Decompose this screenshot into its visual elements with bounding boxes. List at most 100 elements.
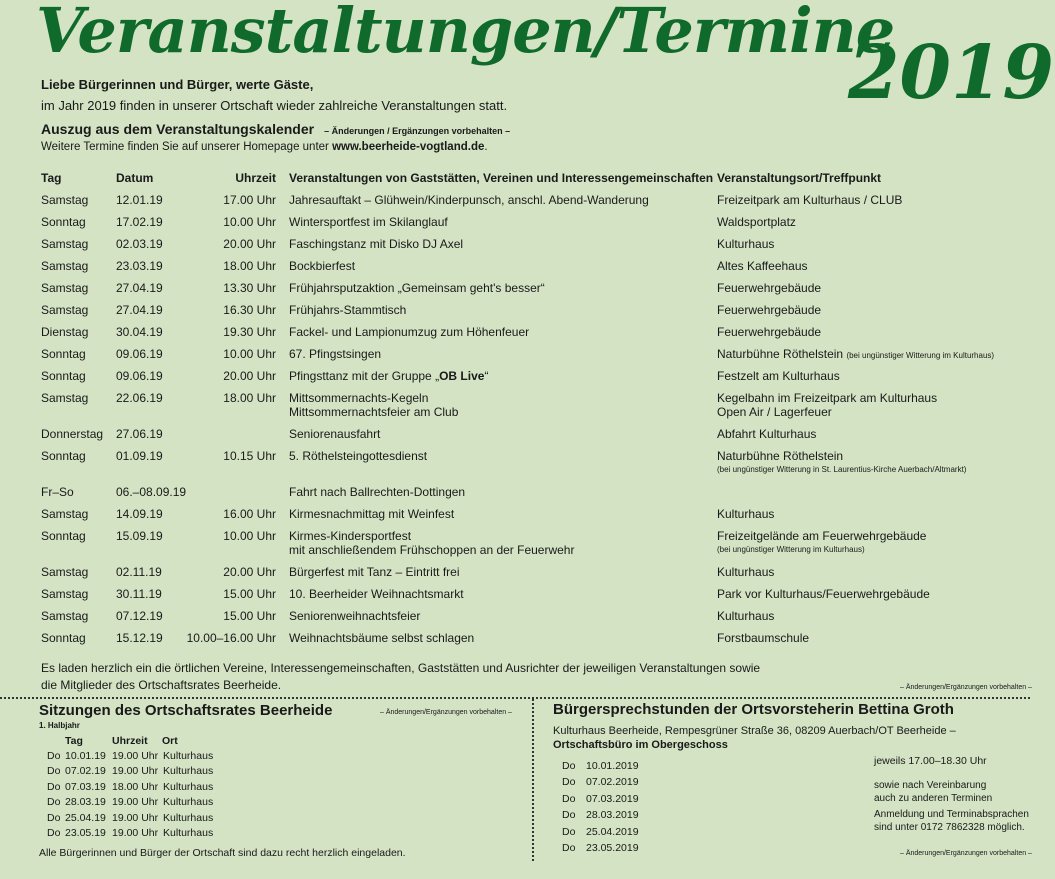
ort-note: (bei ungünstiger Witterung in St. Lauren… [717,465,967,474]
cell-ort: Freizeitpark am Kulturhaus / CLUB [717,193,902,207]
cell-ort: Kulturhaus [717,507,774,521]
table-row: Samstag 14.09.19 16.00 Uhr Kirmesnachmittag… [0,507,1055,529]
council-cell: 19.00 Uhr [112,796,159,809]
cell-datum: 30.04.19 [116,325,163,339]
page-title: Veranstaltungen/Termine [36,0,895,67]
cell-tag: Sonntag [41,369,86,383]
office-cell: Do [562,825,576,838]
cell-event: 67. Pfingstsingen [289,347,381,361]
cell-event: Mittsommernachts-Kegeln Mittsommernachtsf… [289,391,458,419]
cell-ort: Park vor Kulturhaus/Feuerwehrgebäude [717,587,930,601]
ort-line: Park vor Kulturhaus/Feuerwehrgebäude [717,587,930,601]
table-row: Samstag 22.06.19 18.00 Uhr Mittsommernachts… [0,391,1055,427]
events-table: Samstag 12.01.19 17.00 Uhr Jahresauftakt – … [0,193,1055,653]
office-cell: 25.04.2019 [586,825,639,838]
council-cell: 25.04.19 [65,811,106,824]
office-cell: 28.03.2019 [586,809,639,822]
council-cell: Do [47,796,61,809]
council-title: Sitzungen des Ortschaftsrates Beerheide [39,702,333,719]
col-datum: Datum [116,171,154,185]
event-line: Mittsommernachtsfeier am Club [289,405,459,419]
council-cell: 07.02.19 [65,765,106,778]
office-cell: Do [562,760,576,772]
office-extra: sowie nach Vereinbarung auch zu anderen T… [874,779,992,805]
table-row: Samstag 27.04.19 13.30 Uhr Frühjahrsputzakt… [0,281,1055,303]
office-cell: Do [562,809,576,822]
col-uhrzeit: Uhrzeit [235,171,276,185]
cell-ort: Kulturhaus [717,565,774,579]
cell-ort: Forstbaumschule [717,631,809,645]
event-line: 5. Röthelsteingottesdienst [289,449,428,463]
office-cell: Do [562,792,576,805]
table-row: Sonntag 09.06.19 10.00 Uhr 67. Pfingstsinge… [0,347,1055,369]
greeting: Liebe Bürgerinnen und Bürger, werte Gäst… [41,77,314,92]
cell-uhrzeit: 19.30 Uhr [223,325,276,339]
event-bold: OB Live [439,369,485,383]
office-extra1: sowie nach Vereinbarung [874,780,987,791]
cell-uhrzeit: 16.00 Uhr [223,507,276,521]
cell-datum: 06.–08.09.19 [116,485,187,499]
cell-datum: 15.12.19 [116,631,163,645]
cell-ort: Naturbühne Röthelstein (bei ungünstiger W… [717,449,966,477]
cell-ort: Feuerwehrgebäude [717,281,821,295]
cell-ort: Waldsportplatz [717,215,796,229]
col-ort: Veranstaltungsort/Treffpunkt [717,171,882,185]
cell-tag: Samstag [41,281,89,295]
council-cell: Kulturhaus [163,780,214,793]
cell-ort: Freizeitgelände am Feuerwehrgebäude (bei … [717,529,926,557]
ort-line: Kulturhaus [717,237,775,251]
cell-ort: Kegelbahn im Freizeitpark am Kulturhaus O… [717,391,937,419]
cell-datum: 27.04.19 [116,303,163,317]
cell-event: Bockbierfest [289,259,355,273]
cell-event: Frühjahrs-Stammtisch [289,303,406,317]
cell-datum: 14.09.19 [116,507,163,521]
cell-tag: Samstag [41,237,89,251]
year: 2019 [848,30,1054,116]
ort-line: Abfahrt Kulturhaus [717,427,817,441]
ort-line: Forstbaumschule [717,631,810,645]
event-line: 67. Pfingstsingen [289,347,382,361]
ort-line: Freizeitpark am Kulturhaus / CLUB [717,193,903,207]
homepage-link[interactable]: www.beerheide-vogtland.de [332,141,485,153]
table-row: Fr–So 06.–08.09.19 Fahrt nach Ballrechten-… [0,485,1055,507]
cell-ort: Feuerwehrgebäude [717,325,821,339]
cell-tag: Samstag [41,193,89,207]
cell-uhrzeit: 10.00 Uhr [223,215,276,229]
cell-ort: Abfahrt Kulturhaus [717,427,816,441]
invite-note: – Änderungen/Ergänzungen vorbehalten – [900,684,1032,691]
council-col-tag: Tag [65,735,83,747]
cell-tag: Dienstag [41,325,89,339]
cell-event: Kirmesnachmittag mit Weinfest [289,507,454,521]
col-tag: Tag [41,171,62,185]
event-line: Seniorenweihnachtsfeier [289,609,421,623]
homepage-text: Weitere Termine finden Sie auf unserer H… [41,141,333,153]
cell-datum: 09.06.19 [116,347,163,361]
event-line: Frühjahrsputzaktion „Gemeinsam geht's be… [289,281,545,295]
cell-ort: Naturbühne Röthelstein (bei ungünstiger … [717,347,994,363]
event-line: Bockbierfest [289,259,356,273]
cell-event: Jahresauftakt – Glühwein/Kinderpunsch, a… [289,193,649,207]
table-row: Sonntag 17.02.19 10.00 Uhr Wintersportfest … [0,215,1055,237]
table-row: Sonntag 09.06.19 20.00 Uhr Pfingsttanz mit … [0,369,1055,391]
office-cell: 23.05.2019 [586,842,639,854]
council-cell: 23.05.19 [65,827,106,839]
invite-line2: die Mitglieder des Ortschaftsrates Beerh… [41,678,282,692]
table-row: Donnerstag 27.06.19 Seniorenausfahrt Abfahr… [0,427,1055,449]
homepage-end: . [484,141,488,153]
cell-ort: Feuerwehrgebäude [717,303,821,317]
council-col-ort: Ort [162,735,178,747]
council-cell: 18.00 Uhr [112,780,159,793]
ort-line: Kulturhaus [717,609,775,623]
excerpt-note: – Änderungen / Ergänzungen vorbehalten – [324,126,511,136]
office-contact2: sind unter 0172 7862328 möglich. [874,822,1025,833]
ort-line: Freizeitgelände am Feuerwehrgebäude [717,529,927,543]
ort-line: Kulturhaus [717,507,775,521]
table-row: Dienstag 30.04.19 19.30 Uhr Fackel- und Lam… [0,325,1055,347]
cell-ort: Kulturhaus [717,237,774,251]
cell-event: Seniorenweihnachtsfeier [289,609,420,623]
cell-tag: Samstag [41,507,89,521]
ort-line: Waldsportplatz [717,215,796,229]
office-title: Bürgersprechstunden der Ortsvorsteherin … [553,701,954,718]
cell-uhrzeit: 17.00 Uhr [223,193,276,207]
event-line: mit anschließendem Frühschoppen an der F… [289,543,575,557]
